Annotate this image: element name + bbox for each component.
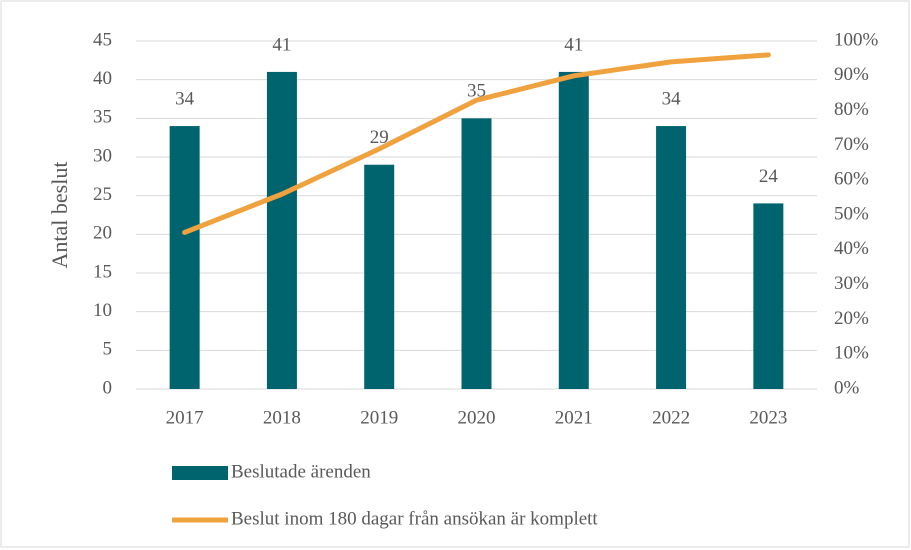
y-tick-label: 40 (93, 68, 112, 89)
y2-tick-label: 0% (834, 377, 860, 398)
y-tick-label: 25 (93, 184, 112, 205)
x-tick-label: 2020 (458, 407, 496, 428)
bar (461, 118, 492, 389)
bar (169, 126, 200, 390)
legend-label: Beslut inom 180 dagar från ansökan är ko… (231, 508, 598, 529)
data-label: 41 (564, 34, 583, 55)
y-tick-label: 0 (103, 377, 113, 398)
legend-label: Beslutade ärenden (231, 461, 371, 482)
x-tick-label: 2022 (652, 407, 690, 428)
y2-tick-label: 60% (834, 169, 869, 190)
y-tick-label: 10 (93, 300, 112, 321)
y-tick-label: 5 (103, 339, 113, 360)
data-label: 41 (272, 34, 291, 55)
bar (364, 164, 395, 389)
x-tick-label: 2023 (749, 407, 787, 428)
y2-tick-label: 100% (834, 29, 879, 50)
y2-tick-label: 90% (834, 64, 869, 85)
data-label: 29 (370, 127, 389, 148)
x-tick-label: 2017 (166, 407, 204, 428)
y-tick-label: 15 (93, 261, 112, 282)
data-label: 34 (662, 88, 682, 109)
bar (558, 71, 589, 389)
legend-swatch (172, 466, 228, 480)
y2-tick-label: 10% (834, 343, 869, 364)
y2-tick-label: 50% (834, 203, 869, 224)
bar (753, 203, 784, 389)
y-tick-label: 45 (93, 29, 112, 50)
y2-tick-label: 30% (834, 273, 869, 294)
y2-tick-label: 70% (834, 134, 869, 155)
y2-tick-label: 40% (834, 238, 869, 259)
bar (266, 71, 297, 389)
data-label: 34 (175, 88, 195, 109)
data-label: 24 (759, 166, 779, 187)
x-tick-label: 2019 (360, 407, 398, 428)
y-tick-label: 35 (93, 107, 112, 128)
bar (656, 126, 687, 390)
line (182, 52, 771, 235)
y2-tick-label: 20% (834, 308, 869, 329)
x-tick-label: 2018 (263, 407, 301, 428)
y-tick-label: 20 (93, 223, 112, 244)
x-tick-label: 2021 (555, 407, 593, 428)
y-axis-label: Antal beslut (47, 162, 72, 269)
y2-tick-label: 80% (834, 99, 869, 120)
y-tick-label: 30 (93, 145, 112, 166)
